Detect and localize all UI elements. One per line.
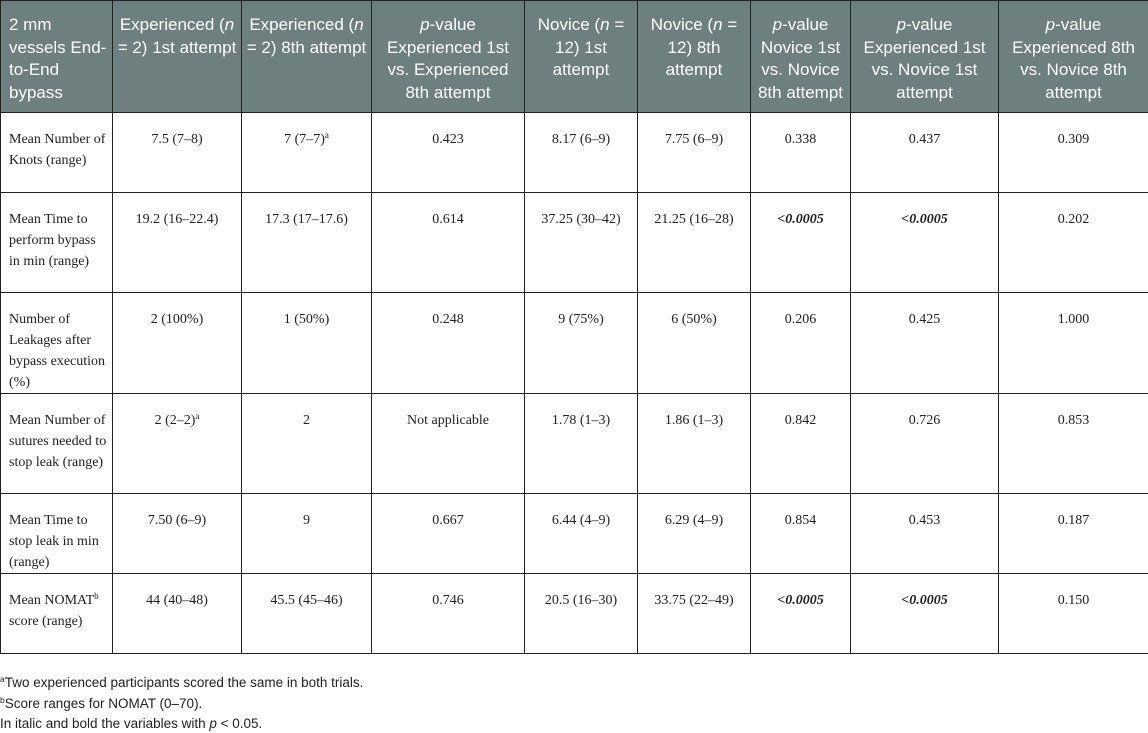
table-cell: 37.25 (30–42) (524, 192, 638, 293)
table-cell: <0.0005 (750, 192, 851, 293)
table-cell: 0.206 (750, 292, 851, 394)
table-cell: 7.75 (6–9) (637, 112, 751, 193)
row-label: Mean NOMATb score (range) (0, 573, 113, 654)
footnote-a: aTwo experienced participants scored the… (0, 674, 364, 690)
table-cell: 7.5 (7–8) (112, 112, 242, 193)
table-row: Mean NOMATb score (range) 44 (40–48) 45.… (0, 573, 1148, 654)
table-cell: 0.309 (998, 112, 1148, 193)
table-cell: 0.437 (850, 112, 999, 193)
row-label: Mean Number of sutures needed to stop le… (0, 393, 113, 494)
table-cell: 1 (50%) (241, 292, 372, 394)
header-pvalue-nov1-nov8: p-value Novice 1st vs. Novice 8th attemp… (750, 0, 851, 113)
row-label: Mean Number of Knots (range) (0, 112, 113, 193)
table-cell: 0.726 (850, 393, 999, 494)
table-cell: 0.425 (850, 292, 999, 394)
row-label: Mean Time to perform bypass in min (rang… (0, 192, 113, 293)
table-cell: 0.187 (998, 493, 1148, 574)
header-experienced-1st: Experienced (n = 2) 1st attempt (112, 0, 242, 113)
table-cell: 45.5 (45–46) (241, 573, 372, 654)
row-label: Number of Leakages after bypass executio… (0, 292, 113, 394)
table-row: Mean Number of sutures needed to stop le… (0, 393, 1148, 494)
table-cell: 0.667 (371, 493, 525, 574)
header-pvalue-exp8-nov8: p-value Experienced 8th vs. Novice 8th a… (998, 0, 1148, 113)
table-cell: 0.453 (850, 493, 999, 574)
table-cell: 0.853 (998, 393, 1148, 494)
table-cell: 2 (100%) (112, 292, 242, 394)
table-cell: Not applicable (371, 393, 525, 494)
table-cell: 0.202 (998, 192, 1148, 293)
table-cell: 7.50 (6–9) (112, 493, 242, 574)
footnote-mark: b (94, 591, 99, 601)
table-cell: 0.338 (750, 112, 851, 193)
table-cell: 2 (241, 393, 372, 494)
table-row: Mean Number of Knots (range) 7.5 (7–8) 7… (0, 112, 1148, 193)
row-label: Mean Time to stop leak in min (range) (0, 493, 113, 574)
table-cell: 0.423 (371, 112, 525, 193)
table-cell: 0.614 (371, 192, 525, 293)
footnote-mark: a (195, 411, 200, 421)
table-cell: 2 (2–2)a (112, 393, 242, 494)
table-cell: 0.746 (371, 573, 525, 654)
header-experienced-8th: Experienced (n = 2) 8th attempt (241, 0, 372, 113)
table-row: Mean Time to stop leak in min (range) 7.… (0, 493, 1148, 574)
table-cell: 1.78 (1–3) (524, 393, 638, 494)
table-cell: 7 (7–7)a (241, 112, 372, 193)
table-row: Number of Leakages after bypass executio… (0, 292, 1148, 394)
table-cell: 44 (40–48) (112, 573, 242, 654)
table-cell: 21.25 (16–28) (637, 192, 751, 293)
table-cell: <0.0005 (850, 192, 999, 293)
table-cell: 0.150 (998, 573, 1148, 654)
table-cell: 0.842 (750, 393, 851, 494)
table-cell: 1.000 (998, 292, 1148, 394)
table-cell: 9 (75%) (524, 292, 638, 394)
table-cell: <0.0005 (850, 573, 999, 654)
footnote-mark: a (324, 130, 329, 140)
header-row: 2 mm vessels End-to-End bypass Experienc… (0, 0, 1148, 113)
table-cell: <0.0005 (750, 573, 851, 654)
table-cell: 6.29 (4–9) (637, 493, 751, 574)
table-cell: 19.2 (16–22.4) (112, 192, 242, 293)
table-cell: 8.17 (6–9) (524, 112, 638, 193)
header-vessels: 2 mm vessels End-to-End bypass (0, 0, 113, 113)
table-cell: 0.248 (371, 292, 525, 394)
table-cell: 17.3 (17–17.6) (241, 192, 372, 293)
header-pvalue-exp1-exp8: p-value Experienced 1st vs. Experienced … (371, 0, 525, 113)
table-cell: 0.854 (750, 493, 851, 574)
table-cell: 9 (241, 493, 372, 574)
table-cell: 33.75 (22–49) (637, 573, 751, 654)
results-table: 2 mm vessels End-to-End bypass Experienc… (0, 0, 1148, 654)
table-cell: 6 (50%) (637, 292, 751, 394)
table-cell: 20.5 (16–30) (524, 573, 638, 654)
footnote-b: bScore ranges for NOMAT (0–70). (0, 695, 203, 711)
table-row: Mean Time to perform bypass in min (rang… (0, 192, 1148, 293)
header-novice-1st: Novice (n = 12) 1st attempt (524, 0, 638, 113)
table-cell: 6.44 (4–9) (524, 493, 638, 574)
footnote-significance: In italic and bold the variables with p … (0, 716, 263, 731)
header-pvalue-exp1-nov1: p-value Experienced 1st vs. Novice 1st a… (850, 0, 999, 113)
header-novice-8th: Novice (n = 12) 8th attempt (637, 0, 751, 113)
table-cell: 1.86 (1–3) (637, 393, 751, 494)
